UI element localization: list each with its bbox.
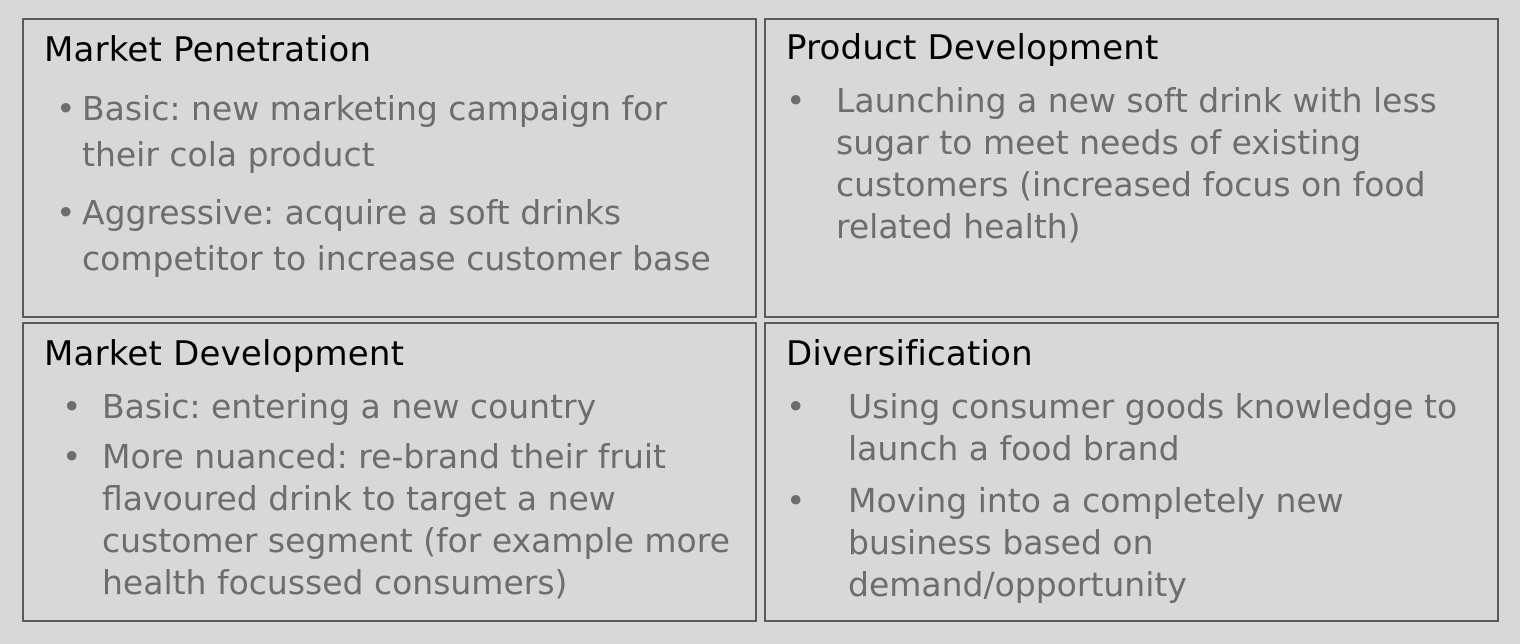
bullet-text: Basic: new marketing campaign for their … xyxy=(82,89,667,174)
bullet-icon: • xyxy=(56,193,76,232)
bullet-text: Basic: entering a new country xyxy=(102,387,597,426)
bullet-icon: • xyxy=(56,89,76,128)
bullet-icon: • xyxy=(786,481,806,520)
market-penetration-title: Market Penetration xyxy=(44,30,372,70)
bullet-icon: • xyxy=(62,437,82,476)
list-item: • Launching a new soft drink with less s… xyxy=(786,80,1486,248)
bullet-text: Using consumer goods knowledge to launch… xyxy=(848,387,1458,468)
market-development-title: Market Development xyxy=(44,334,405,374)
bullet-icon: • xyxy=(62,387,82,426)
bullet-text: Aggressive: acquire a soft drinks compet… xyxy=(82,193,711,278)
bullet-icon: • xyxy=(786,81,806,120)
market-development-list: • Basic: entering a new country • More n… xyxy=(62,386,742,612)
list-item: • More nuanced: re-brand their fruit fla… xyxy=(62,436,742,604)
list-item: • Using consumer goods knowledge to laun… xyxy=(786,386,1478,470)
bullet-text: More nuanced: re-brand their fruit flavo… xyxy=(102,437,730,602)
product-development-box: Product Development • Launching a new so… xyxy=(764,18,1499,318)
market-penetration-list: • Basic: new marketing campaign for thei… xyxy=(56,86,752,294)
list-item: • Moving into a completely new business … xyxy=(786,480,1478,606)
bullet-icon: • xyxy=(786,387,806,426)
bullet-text: Launching a new soft drink with less sug… xyxy=(836,81,1437,246)
diversification-list: • Using consumer goods knowledge to laun… xyxy=(786,386,1478,616)
bullet-text: Moving into a completely new business ba… xyxy=(848,481,1344,604)
product-development-title: Product Development xyxy=(786,28,1159,68)
diversification-title: Diversification xyxy=(786,334,1033,374)
list-item: • Basic: entering a new country xyxy=(62,386,742,428)
market-penetration-box: Market Penetration • Basic: new marketin… xyxy=(22,18,757,318)
list-item: • Aggressive: acquire a soft drinks comp… xyxy=(56,190,752,282)
list-item: • Basic: new marketing campaign for thei… xyxy=(56,86,752,178)
diversification-box: Diversification • Using consumer goods k… xyxy=(764,322,1499,622)
market-development-box: Market Development • Basic: entering a n… xyxy=(22,322,757,622)
product-development-list: • Launching a new soft drink with less s… xyxy=(786,80,1486,248)
